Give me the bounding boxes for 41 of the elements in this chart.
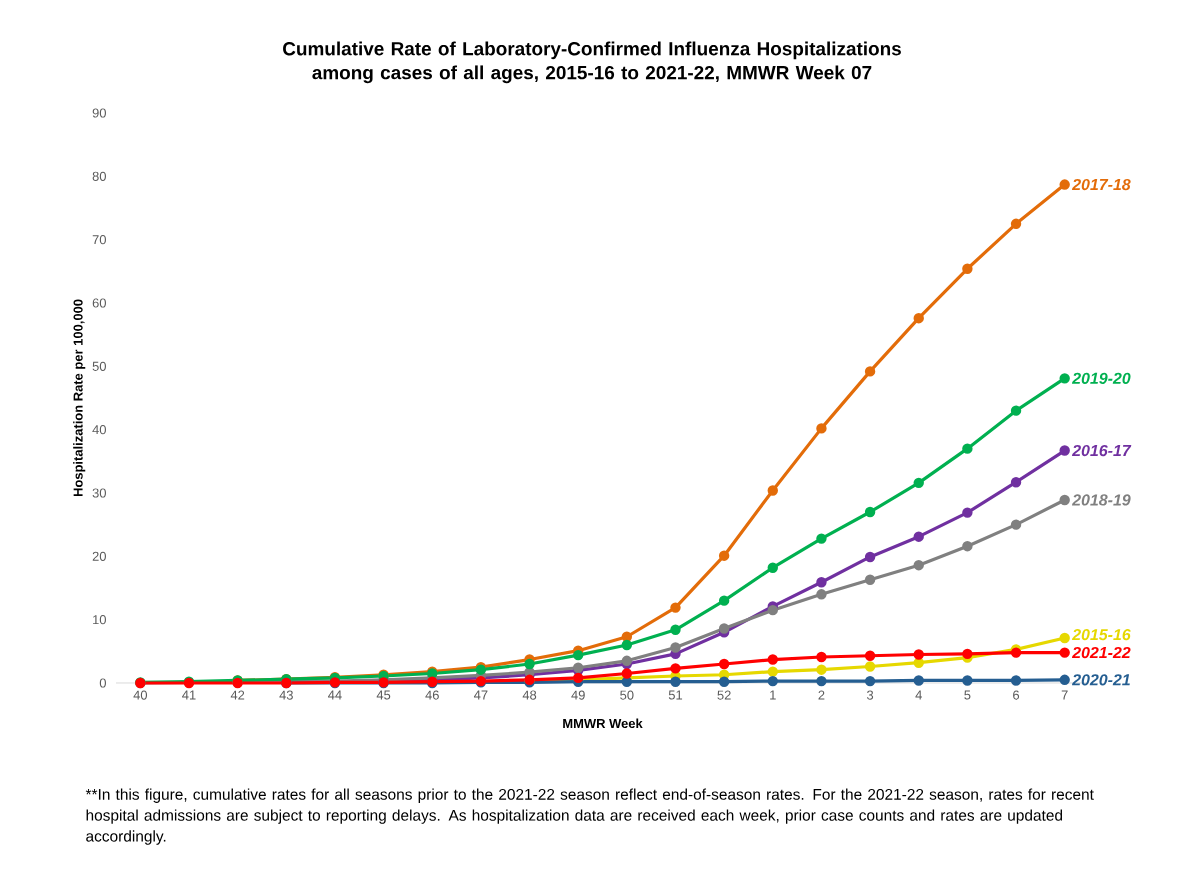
y-tick-label: 60 [92,298,106,308]
x-tick-label: 48 [522,690,537,700]
x-tick-label: 46 [425,690,439,700]
series-label: 2015-16 [1071,628,1131,641]
x-tick-label: 40 [133,690,148,700]
x-tick-label: 47 [473,690,488,700]
series-label: 2017-18 [1071,178,1131,191]
x-tick-label: 42 [230,690,245,700]
y-tick-label: 30 [92,488,106,498]
x-tick-label: 2 [818,690,825,700]
y-tick-label: 50 [92,361,106,371]
x-tick-label: 44 [328,690,342,700]
x-tick-label: 4 [915,690,922,700]
x-tick-label: 43 [279,690,293,700]
x-tick-label: 7 [1061,690,1068,700]
x-tick-label: 1 [770,690,776,700]
x-tick-label: 52 [717,690,731,700]
y-tick-label: 80 [92,171,106,181]
series-label: 2019-20 [1071,372,1131,384]
y-axis-title: Hospitalization Rate per 100,000 [73,299,86,497]
series-label: 2020-21 [1071,674,1130,686]
x-tick-label: 51 [668,690,683,700]
y-tick-label: 10 [93,615,106,625]
chart-title: Cumulative Rate of Laboratory-Confirmed Influenza Hospitalizations among cases of all ages, 2015-16 to 2021-22, MMWR Week 07 [283,41,901,84]
y-tick-label: 70 [92,235,106,245]
x-axis-title: MMWR Week [563,718,643,729]
y-tick-label: 20 [92,551,106,561]
y-tick-label: 40 [92,425,106,435]
y-tick-label: 90 [92,108,106,118]
text: **In this figure, cumulative rates for all seasons prior to the 2021-22 season reflect end-of-season rates. For the 2021-22 season, rates for recent hospital admissions are subject to reporting delays. As hospitalization data are received each week, prior case counts and rates are updated accordingly. [85,788,1094,845]
x-tick-label: 41 [182,690,196,700]
x-tick-label: 5 [964,690,971,700]
x-tick-label: 45 [376,690,391,700]
x-tick-label: 6 [1013,690,1020,700]
series-label: 2016-17 [1071,444,1132,457]
y-tick-label: 0 [99,678,106,688]
series-label: 2018-19 [1071,494,1131,506]
x-tick-label: 3 [866,690,874,700]
x-tick-label: 50 [620,690,634,700]
x-tick-label: 49 [571,690,585,700]
series-label: 2021-22 [1071,646,1131,659]
